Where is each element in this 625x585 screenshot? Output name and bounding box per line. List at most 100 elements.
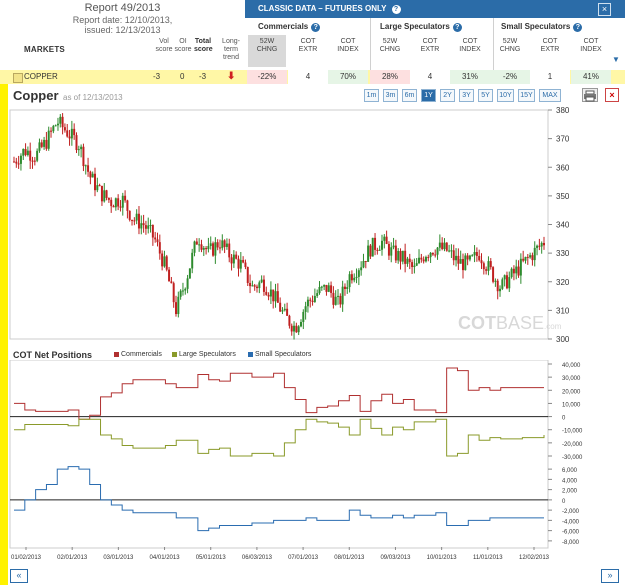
question-icon[interactable]: ? xyxy=(311,23,321,32)
candle-body xyxy=(279,302,282,312)
candle-body xyxy=(283,308,286,311)
sub-header-line: 52W xyxy=(259,38,275,45)
candle-body xyxy=(13,161,15,163)
candle-body xyxy=(394,245,397,261)
range-button-15y[interactable]: 15Y xyxy=(518,89,535,102)
sub-header[interactable]: 52W CHNG xyxy=(370,38,410,54)
candle-body xyxy=(422,259,425,262)
candle-body xyxy=(281,310,284,312)
candle-body xyxy=(89,171,92,178)
candle-body xyxy=(455,255,458,261)
value-cell: -22% xyxy=(257,72,277,81)
value-cell: 4 xyxy=(305,72,311,81)
printer-icon[interactable] xyxy=(582,88,598,102)
candle-body xyxy=(45,139,48,149)
sub-header[interactable]: COT INDEX xyxy=(450,38,490,54)
candle-body xyxy=(536,245,539,248)
range-button-5y[interactable]: 5Y xyxy=(478,89,493,102)
candle-body xyxy=(253,285,256,287)
close-icon[interactable]: × xyxy=(598,3,611,16)
sub-header[interactable]: COT EXTR xyxy=(410,38,450,54)
candle-body xyxy=(482,263,485,270)
candle-body xyxy=(515,266,518,274)
candle-body xyxy=(66,130,69,137)
candle-body xyxy=(286,308,289,316)
candle-body xyxy=(519,258,522,276)
candle-body xyxy=(147,225,150,229)
dropdown-arrow-icon[interactable]: ▼ xyxy=(612,55,620,64)
score-header: Total score xyxy=(194,38,213,54)
score-header: Long-term trend xyxy=(220,38,242,62)
candle-body xyxy=(96,185,99,191)
candle-body xyxy=(538,245,541,247)
legend-swatch xyxy=(172,352,177,357)
sub-header[interactable]: 52W CHNG xyxy=(247,38,287,54)
candle-body xyxy=(443,242,446,250)
close-chart-button[interactable]: × xyxy=(605,88,619,102)
range-button-3m[interactable]: 3m xyxy=(383,89,398,102)
candle-body xyxy=(256,286,259,289)
candle-body xyxy=(225,243,228,247)
y-tick-label: 4,000 xyxy=(562,478,578,484)
question-icon[interactable]: ? xyxy=(573,23,583,32)
candle-body xyxy=(480,260,483,264)
candle-body xyxy=(374,237,377,250)
scroll-right-button[interactable]: » xyxy=(601,569,619,583)
candle-body xyxy=(364,261,367,263)
value-cell: 31% xyxy=(461,72,478,81)
range-button-10y[interactable]: 10Y xyxy=(497,89,514,102)
value-cell-bg xyxy=(370,70,410,84)
sub-header[interactable]: COT EXTR xyxy=(530,38,570,54)
candle-body xyxy=(195,241,198,245)
report-date: Report date: 12/10/2013, xyxy=(72,15,173,25)
sub-header-line: 52W xyxy=(502,38,518,45)
report-title: Report 49/2013 xyxy=(84,2,161,14)
candle-body xyxy=(63,127,66,131)
candle-body xyxy=(19,155,22,164)
candle-body xyxy=(325,284,328,292)
candle-body xyxy=(452,250,455,261)
value-cell-bg xyxy=(247,70,287,84)
value-cell: 70% xyxy=(339,72,356,81)
question-icon[interactable]: ? xyxy=(452,23,462,32)
range-button-1m[interactable]: 1m xyxy=(364,89,379,102)
x-tick-label: 12/02/2013 xyxy=(519,555,550,561)
value-cell-bg xyxy=(328,70,368,84)
sub-header[interactable]: 52W CHNG xyxy=(490,38,530,54)
candle-body xyxy=(517,266,520,276)
sub-header-line: CHNG xyxy=(379,46,401,53)
score-header-line: OI xyxy=(179,38,187,45)
sub-header[interactable]: COT INDEX xyxy=(328,38,368,54)
range-button-max[interactable]: MAX xyxy=(539,89,561,102)
candle-body xyxy=(172,283,175,303)
range-button-6m[interactable]: 6m xyxy=(402,89,417,102)
market-name[interactable]: COPPER xyxy=(24,72,58,81)
candle-body xyxy=(38,142,41,151)
y-tick-label: 370 xyxy=(556,135,570,144)
range-button-1y[interactable]: 1Y xyxy=(421,89,436,102)
candle-body xyxy=(168,269,171,282)
candle-body xyxy=(198,244,201,246)
y-tick-label: 330 xyxy=(556,249,570,258)
sub-header[interactable]: COT INDEX xyxy=(571,38,611,54)
range-button-3y[interactable]: 3Y xyxy=(459,89,474,102)
scroll-left-button[interactable]: « xyxy=(10,569,28,583)
group-header: Small Speculators? xyxy=(501,22,583,32)
candle-body xyxy=(170,281,173,284)
candle-body xyxy=(424,257,427,262)
range-button-2y[interactable]: 2Y xyxy=(440,89,455,102)
candle-body xyxy=(98,185,101,187)
candle-body xyxy=(494,280,497,282)
candle-body xyxy=(22,149,25,156)
candle-body xyxy=(260,279,263,283)
candle-body xyxy=(26,150,29,156)
value-cell: 4 xyxy=(427,72,433,81)
y-tick-label: -10,000 xyxy=(562,429,583,435)
classic-data-bar xyxy=(245,0,625,18)
value-cell-bg xyxy=(490,70,530,84)
legend-swatch xyxy=(248,352,253,357)
candle-body xyxy=(445,242,448,251)
question-icon[interactable]: ? xyxy=(391,5,401,14)
sub-header[interactable]: COT EXTR xyxy=(288,38,328,54)
candle-body xyxy=(242,259,245,263)
